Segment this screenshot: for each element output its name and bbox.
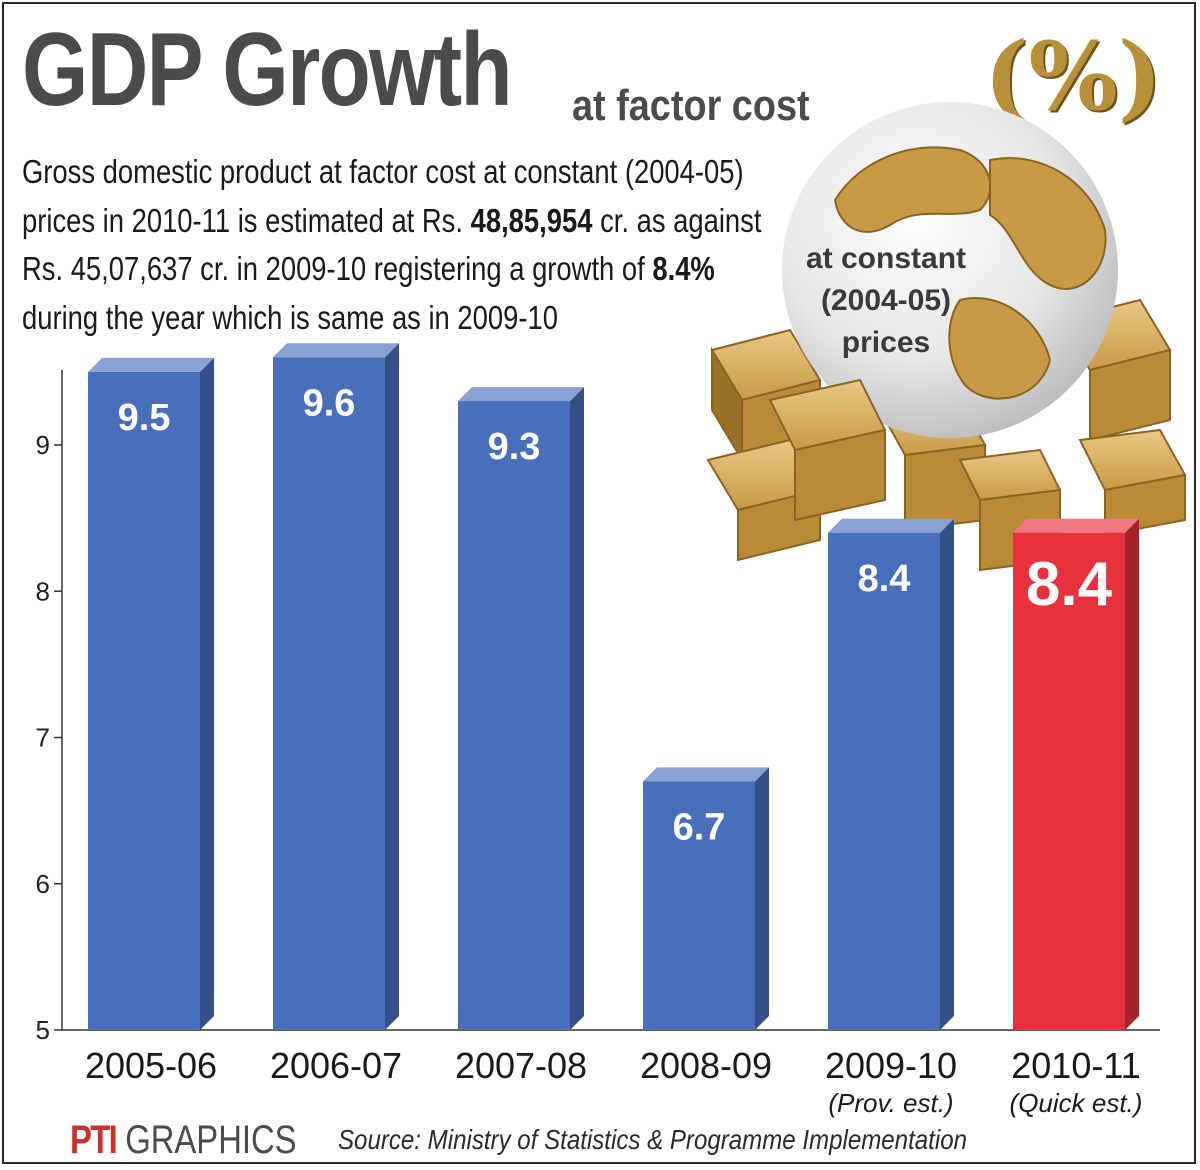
chart-title: GDP Growth xyxy=(22,12,513,128)
data-label: 9.6 xyxy=(303,382,356,424)
x-tick-label: 2009-10 xyxy=(825,1045,957,1086)
description-growth: 8.4% xyxy=(652,250,715,287)
pti-graphics-logo: PTI GRAPHICS xyxy=(70,1120,297,1160)
bar-side xyxy=(755,767,769,1030)
source-note: Source: Ministry of Statistics & Program… xyxy=(338,1124,967,1155)
unit-label: (%) xyxy=(984,22,1163,132)
bar-face xyxy=(88,371,200,1030)
bar-2008-09: 6.7 xyxy=(643,767,769,1030)
bar-top xyxy=(828,518,954,533)
globe-illustration xyxy=(706,102,1187,572)
chart-subtitle: at factor cost xyxy=(572,81,810,130)
bar-face xyxy=(458,401,570,1030)
continent-shape xyxy=(989,157,1107,290)
continent-shape xyxy=(833,146,992,233)
x-tick-label: 2010-11 xyxy=(1011,1045,1140,1086)
bar-2006-07: 9.6 xyxy=(273,343,399,1030)
bar-2005-06: 9.5 xyxy=(88,357,214,1030)
x-tick-label: 2006-07 xyxy=(270,1045,402,1086)
y-tick-label: 5 xyxy=(36,1015,50,1045)
bar-top xyxy=(643,767,769,782)
bar-side xyxy=(1125,518,1139,1030)
y-tick-label: 7 xyxy=(36,723,50,753)
bar-face xyxy=(643,781,755,1030)
globe-caption-line2: (2004-05) xyxy=(820,284,952,317)
bar-side xyxy=(940,518,954,1030)
y-tick-label: 8 xyxy=(36,576,50,606)
bar-side xyxy=(385,343,399,1030)
bar-top xyxy=(88,357,214,372)
description-part3: during the year which is same as in 2009… xyxy=(22,298,558,336)
description-part2: cr. as against Rs. 45,07,637 cr. in 2009… xyxy=(22,201,762,288)
x-tick-note: (Prov. est.) xyxy=(828,1088,953,1118)
y-axis-ticks: 5 6 7 8 9 xyxy=(36,430,62,1045)
bar-2010-11: 8.4 xyxy=(1013,518,1139,1030)
pti-logo: PTI xyxy=(70,1118,118,1162)
y-tick-label: 9 xyxy=(36,430,50,460)
data-label: 8.4 xyxy=(1026,550,1113,619)
bar-face xyxy=(828,532,940,1030)
description-amount: 48,85,954 xyxy=(470,201,593,239)
graphics-label: GRAPHICS xyxy=(125,1118,297,1162)
x-tick-note: (Quick est.) xyxy=(1010,1088,1143,1118)
globe-caption: at constant (2004-05) prices xyxy=(798,238,974,364)
x-tick-label: 2005-06 xyxy=(85,1045,217,1086)
bar-face xyxy=(1013,532,1125,1030)
bar-2007-08: 9.3 xyxy=(458,387,584,1030)
data-label: 6.7 xyxy=(673,806,726,848)
bar-top xyxy=(273,343,399,358)
description-part1: Gross domestic product at factor cost at… xyxy=(22,153,744,239)
y-tick-label: 6 xyxy=(36,869,50,899)
x-axis-labels: 2005-06 2006-07 2007-08 2008-09 2009-10(Prov… xyxy=(85,1045,1143,1118)
description-text: Gross domestic product at factor cost at… xyxy=(22,148,769,342)
x-tick-label: 2008-09 xyxy=(640,1045,772,1086)
data-label: 9.5 xyxy=(118,397,171,439)
globe-caption-line1: at constant xyxy=(805,242,967,275)
x-tick-label: 2007-08 xyxy=(455,1045,587,1086)
continent-shape xyxy=(948,297,1052,400)
bar-top xyxy=(1013,518,1139,533)
globe-caption-line3: prices xyxy=(841,326,931,359)
bar-side xyxy=(570,387,584,1030)
data-label: 8.4 xyxy=(858,558,911,600)
bars: 9.5 9.6 9.3 6.7 8.4 8.4 xyxy=(88,343,1139,1030)
bar-2009-10: 8.4 xyxy=(828,518,954,1030)
data-label: 9.3 xyxy=(488,426,541,468)
bar-face xyxy=(273,357,385,1030)
bar-side xyxy=(200,357,214,1030)
bar-top xyxy=(458,387,584,402)
